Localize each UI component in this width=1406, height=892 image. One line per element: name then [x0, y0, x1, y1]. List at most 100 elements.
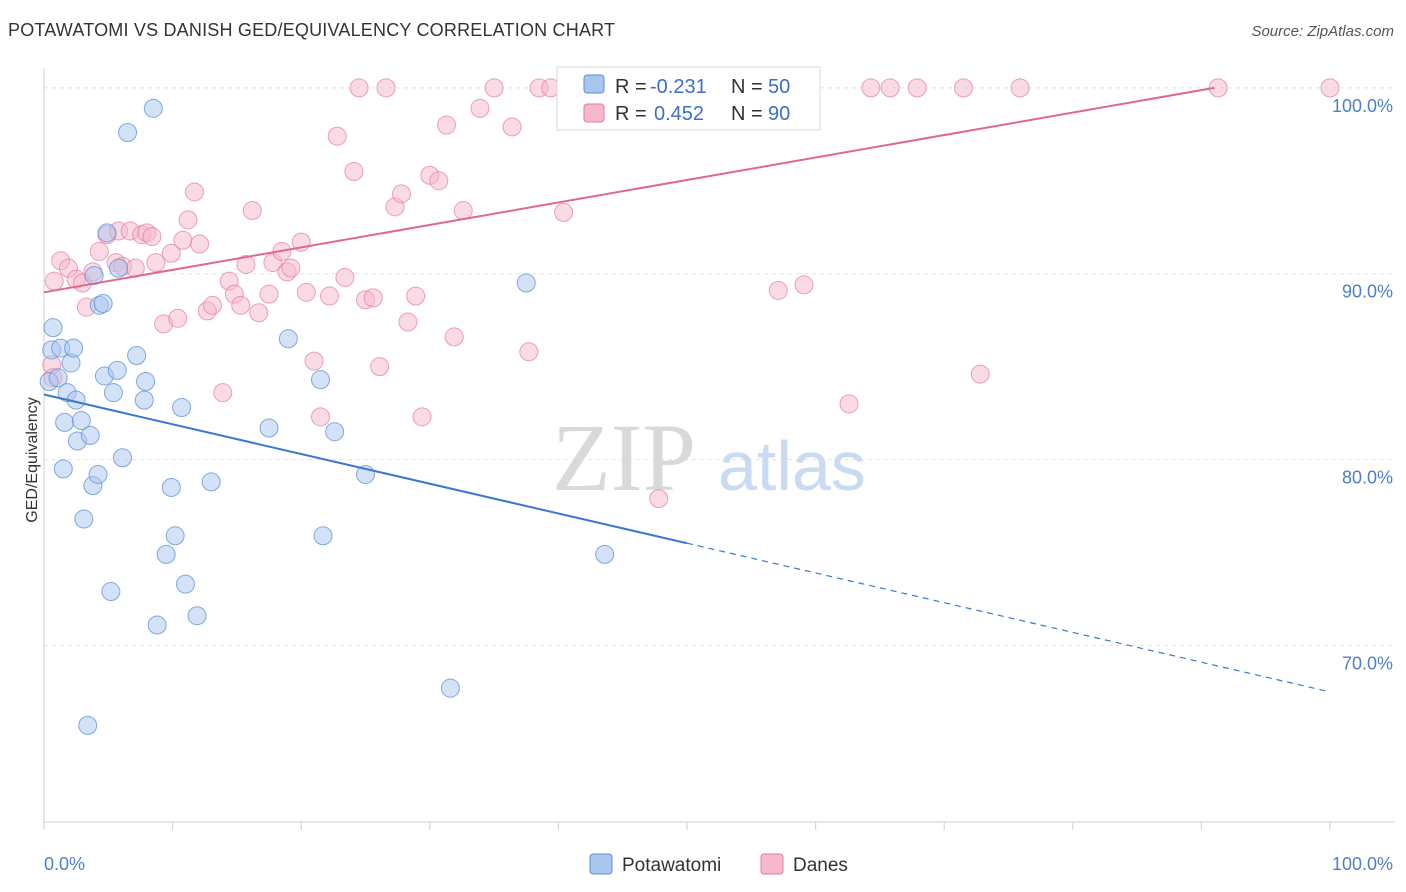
danes-point-83 — [794, 275, 814, 295]
x-tick-label-max: 100.0% — [1332, 854, 1393, 874]
danes-point-36 — [259, 284, 279, 304]
danes-point-87 — [907, 78, 927, 98]
series-legend-potawatomi-label: Potawatomi — [622, 855, 721, 876]
potawatomi-point-37 — [172, 398, 192, 418]
danes-trend — [43, 86, 1215, 294]
trend-lines — [43, 86, 1331, 693]
source-credit: Source: ZipAtlas.com — [1251, 23, 1394, 40]
danes-point-89 — [970, 364, 990, 384]
danes-point-46 — [327, 126, 347, 146]
danes-point-60 — [429, 171, 449, 191]
danes-point-34 — [242, 201, 262, 221]
potawatomi-point-36 — [165, 526, 185, 546]
potawatomi-point-47 — [440, 678, 460, 698]
potawatomi-trend-dashed — [686, 542, 1331, 693]
potawatomi-point-32 — [143, 98, 163, 118]
danes-point-66 — [502, 117, 522, 137]
potawatomi-point-41 — [259, 418, 279, 438]
potawatomi-point-27 — [112, 448, 132, 468]
danes-point-23 — [173, 230, 193, 250]
danes-point-49 — [349, 78, 369, 98]
legend-danes-r-value: 0.452 — [654, 103, 704, 125]
danes-point-90 — [1010, 78, 1030, 98]
x-tick-labels: 0.0% 100.0% — [44, 854, 1393, 874]
potawatomi-point-30 — [134, 390, 154, 410]
danes-point-21 — [161, 243, 181, 263]
legend-danes-swatch — [583, 103, 605, 123]
correlation-legend: R = -0.231 N = 50 R = 0.452 N = 90 — [556, 66, 821, 131]
danes-point-55 — [392, 184, 412, 204]
series-legend-potawatomi-swatch — [589, 853, 613, 875]
danes-point-43 — [304, 351, 324, 371]
potawatomi-point-34 — [156, 544, 176, 564]
danes-point-65 — [484, 78, 504, 98]
danes-point-45 — [319, 286, 339, 306]
danes-point-56 — [398, 312, 418, 332]
watermark-atlas: atlas — [718, 427, 866, 505]
potawatomi-point-35 — [161, 477, 181, 497]
potawatomi-point-6 — [55, 412, 75, 432]
danes-point-84 — [839, 394, 859, 414]
danes-point-78 — [649, 489, 669, 509]
potawatomi-point-17 — [84, 266, 104, 286]
danes-point-52 — [370, 357, 390, 377]
potawatomi-point-25 — [107, 360, 127, 380]
series-legend: Potawatomi Danes — [589, 853, 848, 876]
series-legend-danes-label: Danes — [793, 855, 848, 876]
potawatomi-point-44 — [313, 526, 333, 546]
y-tick-label-70: 70.0% — [1342, 653, 1393, 673]
potawatomi-point-26 — [109, 258, 129, 278]
x-tick-label-min: 0.0% — [44, 854, 85, 874]
danes-point-42 — [296, 282, 316, 302]
danes-point-58 — [412, 407, 432, 427]
danes-point-47 — [335, 267, 355, 287]
potawatomi-point-13 — [74, 509, 94, 529]
potawatomi-point-49 — [595, 544, 615, 564]
legend-danes-n-value: 90 — [768, 103, 790, 125]
potawatomi-point-42 — [278, 329, 298, 349]
danes-point-18 — [142, 227, 162, 247]
potawatomi-point-12 — [71, 411, 91, 431]
danes-point-33 — [236, 254, 256, 274]
danes-point-70 — [554, 202, 574, 222]
legend-potawatomi-n-value: 50 — [768, 76, 790, 98]
potawatomi-point-2 — [43, 318, 63, 338]
y-tick-label-90: 90.0% — [1342, 282, 1393, 302]
danes-point-64 — [470, 98, 490, 118]
potawatomi-trend-solid — [43, 393, 688, 545]
y-axis-title: GED/Equivalency — [24, 397, 41, 522]
potawatomi-point-15 — [80, 425, 100, 445]
legend-danes-n-label: N = — [731, 103, 763, 125]
watermark: ZIP atlas — [552, 404, 866, 511]
danes-point-9 — [89, 241, 109, 261]
y-tick-label-100: 100.0% — [1332, 96, 1393, 116]
legend-potawatomi-n-label: N = — [731, 76, 763, 98]
potawatomi-point-31 — [136, 372, 156, 392]
potawatomi-point-24 — [103, 383, 123, 403]
legend-potawatomi-r-label: R = — [615, 76, 647, 98]
potawatomi-point-20 — [93, 293, 113, 313]
danes-point-62 — [444, 327, 464, 347]
danes-point-29 — [213, 383, 233, 403]
danes-point-53 — [376, 78, 396, 98]
potawatomi-point-18 — [88, 464, 108, 484]
danes-point-40 — [281, 258, 301, 278]
potawatomi-point-33 — [147, 615, 167, 635]
potawatomi-point-45 — [325, 422, 345, 442]
potawatomi-point-43 — [310, 370, 330, 390]
danes-point-61 — [437, 115, 457, 135]
danes-point-35 — [249, 303, 269, 323]
chart-title: POTAWATOMI VS DANISH GED/EQUIVALENCY COR… — [8, 20, 616, 40]
danes-point-92 — [1320, 78, 1340, 98]
potawatomi-point-38 — [175, 574, 195, 594]
danes-point-86 — [880, 78, 900, 98]
legend-potawatomi-swatch — [583, 74, 605, 94]
potawatomi-point-23 — [101, 582, 121, 602]
danes-point-2 — [44, 271, 64, 291]
danes-point-85 — [861, 78, 881, 98]
potawatomi-point-39 — [187, 606, 207, 626]
gridlines — [44, 87, 1394, 646]
danes-point-63 — [453, 201, 473, 221]
watermark-zip: ZIP — [552, 404, 696, 511]
